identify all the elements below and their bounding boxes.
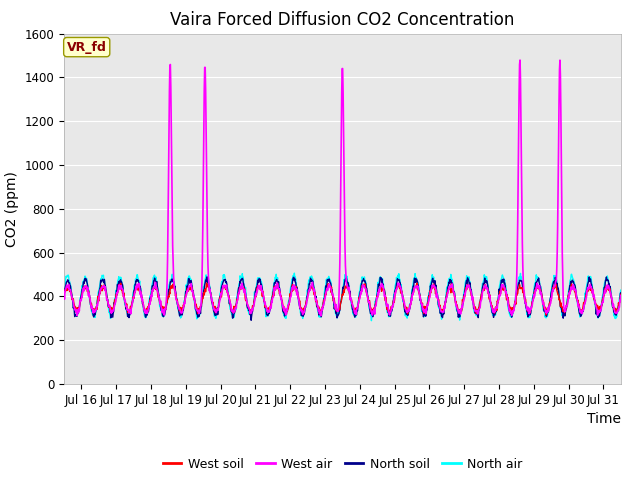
Legend: West soil, West air, North soil, North air: West soil, West air, North soil, North a… (157, 453, 527, 476)
X-axis label: Time: Time (587, 412, 621, 426)
Text: VR_fd: VR_fd (67, 41, 107, 54)
Title: Vaira Forced Diffusion CO2 Concentration: Vaira Forced Diffusion CO2 Concentration (170, 11, 515, 29)
Y-axis label: CO2 (ppm): CO2 (ppm) (5, 171, 19, 247)
